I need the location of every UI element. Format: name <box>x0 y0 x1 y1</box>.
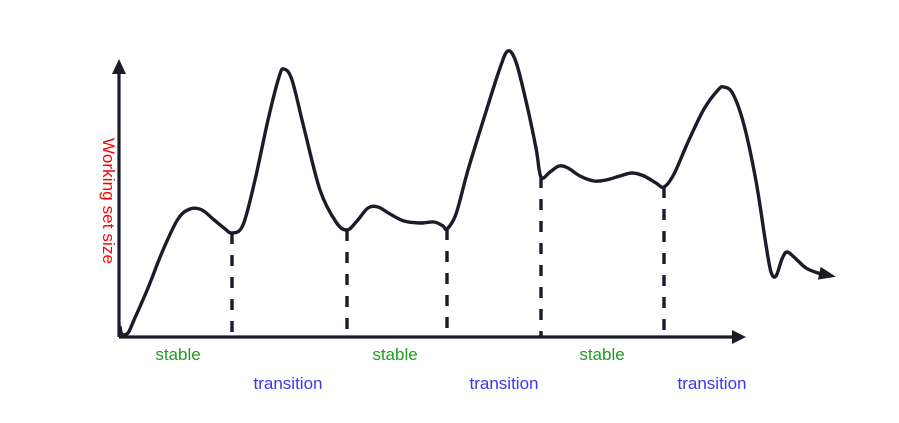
phase-label-transition-6: transition <box>678 374 747 393</box>
phase-label-stable-5: stable <box>579 345 624 364</box>
chart-axes <box>112 59 746 344</box>
phase-label-transition-4: transition <box>470 374 539 393</box>
phase-divider-lines <box>230 177 666 337</box>
phase-label-stable-3: stable <box>372 345 417 364</box>
working-set-curve-group <box>118 49 836 337</box>
y-axis-label: Working set size <box>99 138 118 264</box>
phase-label-transition-2: transition <box>254 374 323 393</box>
phase-annotations: stable transition stable transition stable tr… <box>155 345 746 393</box>
y-axis-arrow-icon <box>112 59 126 74</box>
working-set-size-curve <box>118 49 828 337</box>
phase-label-stable-1: stable <box>155 345 200 364</box>
y-axis-label-group: Working set size <box>99 138 118 264</box>
x-axis-arrow-icon <box>732 330 746 344</box>
curve-end-arrow-icon <box>817 266 836 280</box>
